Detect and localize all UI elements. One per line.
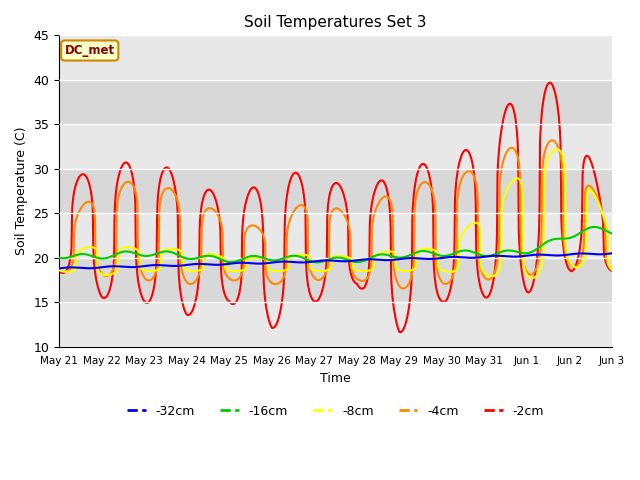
Bar [59,213,612,258]
-16cm [60,255,67,261]
-8cm [397,268,405,274]
-32cm [608,251,616,256]
-32cm [549,252,557,258]
Line: -16cm: -16cm [59,227,612,262]
-16cm [302,256,310,262]
-4cm [608,267,616,273]
Line: -32cm: -32cm [59,253,612,268]
-4cm [399,286,407,291]
-2cm [55,267,63,273]
Legend: -32cm, -16cm, -8cm, -4cm, -2cm: -32cm, -16cm, -8cm, -4cm, -2cm [122,400,549,423]
-4cm [302,207,310,213]
-2cm [398,329,406,335]
Y-axis label: Soil Temperature (C): Soil Temperature (C) [15,127,28,255]
-8cm [60,269,67,275]
Bar [59,80,612,124]
-2cm [546,80,554,85]
-16cm [55,255,63,261]
-2cm [67,253,74,259]
-8cm [370,264,378,270]
Line: -8cm: -8cm [59,149,612,278]
-16cm [608,231,616,237]
Text: DC_met: DC_met [65,44,115,57]
-8cm [528,276,536,281]
-32cm [55,265,63,271]
-16cm [370,253,378,259]
-4cm [370,214,378,220]
Line: -2cm: -2cm [59,83,612,332]
-4cm [550,138,558,144]
-2cm [550,86,558,92]
-32cm [302,260,310,265]
-4cm [67,265,74,271]
-2cm [302,257,310,263]
-32cm [60,265,67,271]
-2cm [60,270,67,276]
-16cm [67,254,74,260]
-16cm [313,259,321,265]
-8cm [302,252,310,258]
Bar [59,124,612,169]
-8cm [550,147,557,153]
-32cm [397,256,405,262]
Bar [59,302,612,347]
-16cm [398,255,406,261]
-32cm [370,256,378,262]
-8cm [67,269,74,275]
Bar [59,169,612,213]
-2cm [397,329,404,335]
-4cm [55,267,63,273]
Line: -4cm: -4cm [59,140,612,288]
-32cm [67,264,74,270]
X-axis label: Time: Time [320,372,351,385]
-4cm [60,269,67,275]
-8cm [553,146,561,152]
Bar [59,258,612,302]
-16cm [550,236,557,242]
Title: Soil Temperatures Set 3: Soil Temperatures Set 3 [244,15,427,30]
-8cm [55,267,63,273]
-8cm [608,266,616,272]
-2cm [370,192,378,198]
-4cm [548,137,556,143]
Bar [59,36,612,80]
-4cm [397,285,405,291]
-16cm [590,224,598,230]
-2cm [608,268,616,274]
